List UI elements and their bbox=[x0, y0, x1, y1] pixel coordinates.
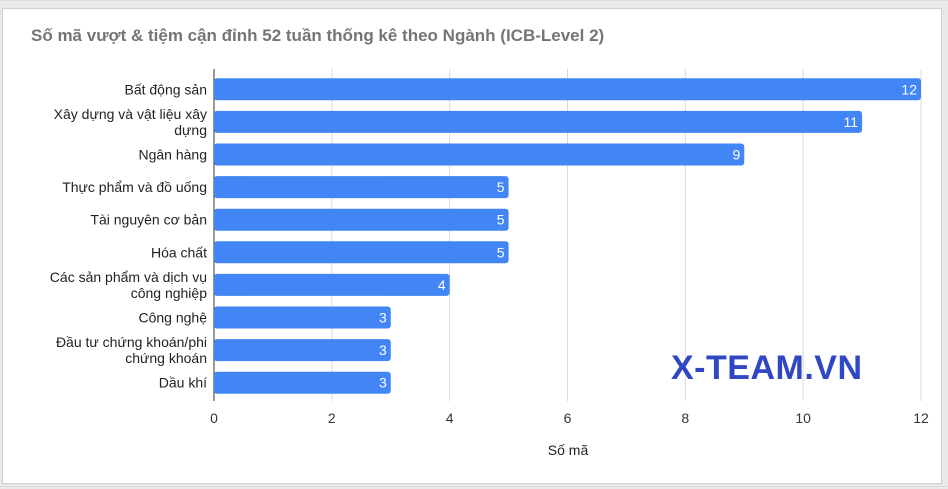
bar bbox=[214, 241, 509, 264]
bar bbox=[214, 78, 921, 101]
bar bbox=[214, 208, 509, 231]
bar-data-label: 9 bbox=[732, 147, 740, 163]
x-tick-label: 12 bbox=[913, 410, 929, 426]
category-label: dựng bbox=[174, 122, 207, 138]
bar-data-label: 5 bbox=[497, 212, 505, 228]
bar-data-label: 11 bbox=[844, 114, 859, 130]
category-label: Dầu khí bbox=[159, 375, 207, 391]
category-label: Tài nguyên cơ bản bbox=[90, 212, 207, 228]
category-label: chứng khoán bbox=[125, 350, 207, 366]
bar-data-label: 3 bbox=[379, 342, 387, 358]
bar bbox=[214, 306, 391, 329]
category-label: Xây dựng và vật liệu xây bbox=[54, 106, 207, 122]
category-label: công nghiệp bbox=[131, 285, 208, 301]
bar bbox=[214, 339, 391, 362]
bar bbox=[214, 110, 863, 133]
chart-card[interactable]: Số mã vượt & tiệm cận đỉnh 52 tuần thống… bbox=[2, 8, 942, 484]
x-tick-label: 0 bbox=[210, 410, 218, 426]
bar-chart: 0 2 4 6 8 10 12 12 Bất động sản 11 Xây dựng và vật… bbox=[50, 69, 929, 426]
bar-data-label: 5 bbox=[497, 244, 505, 260]
bar bbox=[214, 273, 450, 296]
sheet-gridline bbox=[0, 486, 948, 487]
category-label: Bất động sản bbox=[124, 81, 207, 97]
x-tick-label: 8 bbox=[681, 410, 689, 426]
category-label: Thực phẩm và đồ uống bbox=[62, 179, 207, 195]
bar-data-label: 3 bbox=[379, 375, 387, 391]
bar-data-label: 4 bbox=[438, 277, 446, 293]
category-label: Đầu tư chứng khoán/phi bbox=[56, 334, 207, 350]
bar-data-label: 12 bbox=[901, 81, 917, 97]
bar-data-label: 5 bbox=[497, 179, 505, 195]
chart-title: Số mã vượt & tiệm cận đỉnh 52 tuần thống… bbox=[31, 26, 605, 45]
x-tick-label: 2 bbox=[328, 410, 336, 426]
category-label: Các sản phẩm và dịch vụ bbox=[50, 269, 207, 285]
x-tick-label: 4 bbox=[446, 410, 454, 426]
x-tick-label: 6 bbox=[564, 410, 572, 426]
bar bbox=[214, 371, 391, 394]
bar bbox=[214, 176, 509, 199]
bar bbox=[214, 143, 745, 166]
category-label: Hóa chất bbox=[151, 244, 207, 260]
x-tick-label: 10 bbox=[795, 410, 811, 426]
x-axis-title: Số mã bbox=[547, 442, 589, 458]
bar-data-label: 3 bbox=[379, 310, 387, 326]
category-label: Công nghệ bbox=[138, 310, 207, 326]
sheet-gridline bbox=[0, 0, 948, 1]
watermark-logo: X-TEAM.VN bbox=[671, 349, 863, 387]
category-label: Ngân hàng bbox=[138, 147, 207, 163]
